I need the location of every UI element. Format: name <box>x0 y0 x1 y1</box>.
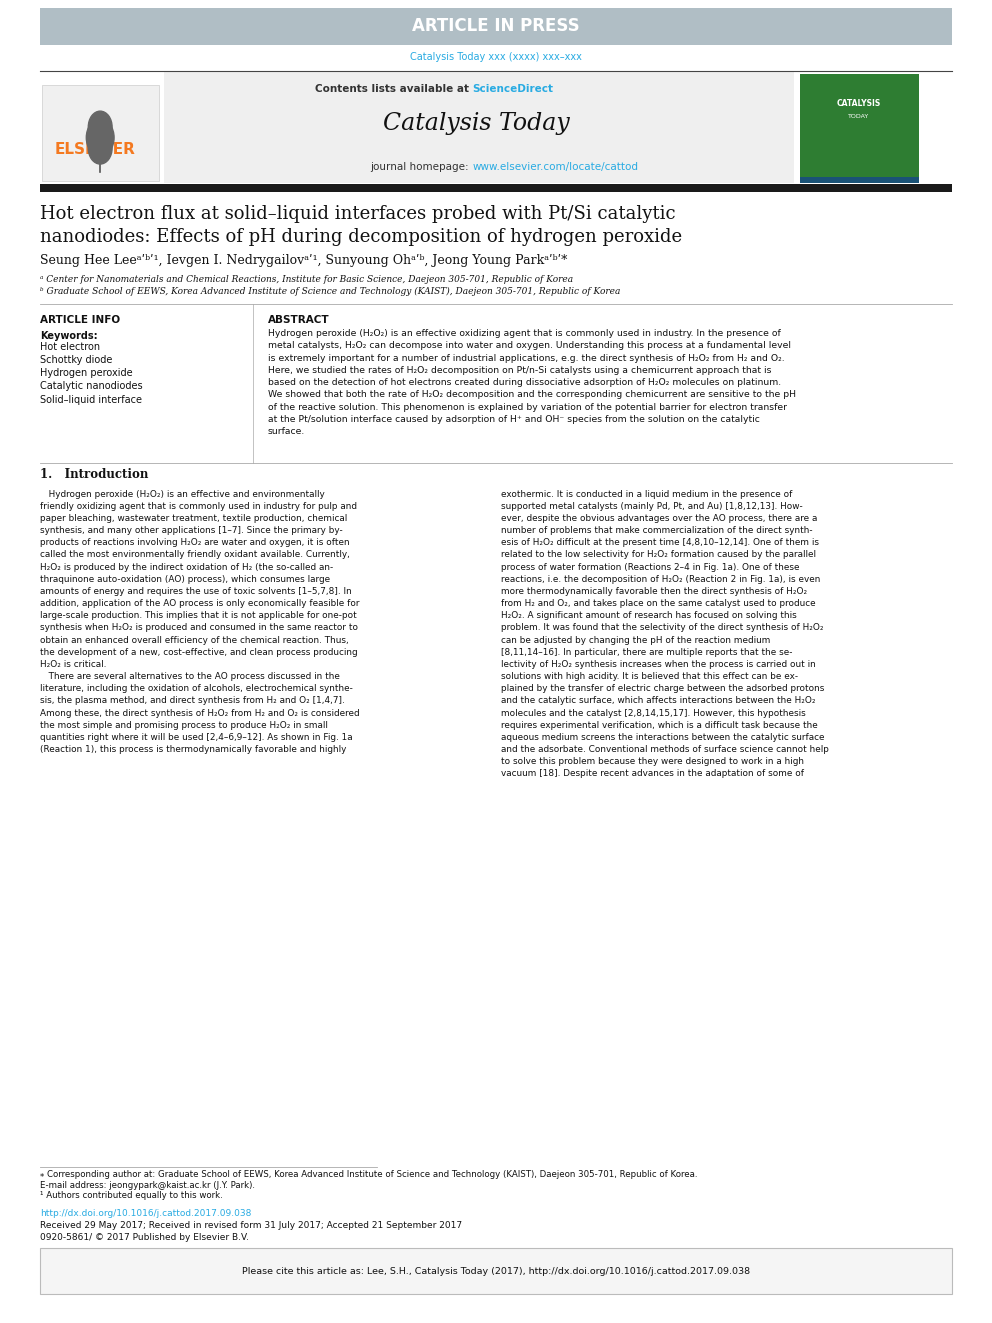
Text: TODAY: TODAY <box>848 114 870 119</box>
Text: can be adjusted by changing the pH of the reaction medium: can be adjusted by changing the pH of th… <box>501 635 771 644</box>
Text: process of water formation (Reactions 2–4 in Fig. 1a). One of these: process of water formation (Reactions 2–… <box>501 562 800 572</box>
Text: Received 29 May 2017; Received in revised form 31 July 2017; Accepted 21 Septemb: Received 29 May 2017; Received in revise… <box>40 1221 462 1229</box>
Text: ARTICLE IN PRESS: ARTICLE IN PRESS <box>413 17 579 36</box>
Text: Keywords:: Keywords: <box>40 331 97 341</box>
Text: ARTICLE INFO: ARTICLE INFO <box>40 315 120 325</box>
Text: and the adsorbate. Conventional methods of surface science cannot help: and the adsorbate. Conventional methods … <box>501 745 829 754</box>
Circle shape <box>88 132 112 164</box>
Text: nanodiodes: Effects of pH during decomposition of hydrogen peroxide: nanodiodes: Effects of pH during decompo… <box>40 228 682 246</box>
Text: reactions, i.e. the decomposition of H₂O₂ (Reaction 2 in Fig. 1a), is even: reactions, i.e. the decomposition of H₂O… <box>501 574 820 583</box>
Text: lectivity of H₂O₂ synthesis increases when the process is carried out in: lectivity of H₂O₂ synthesis increases wh… <box>501 660 815 669</box>
Text: Schottky diode: Schottky diode <box>40 355 112 365</box>
Text: surface.: surface. <box>268 427 306 437</box>
Text: ELSEVIER: ELSEVIER <box>55 142 136 157</box>
Text: requires experimental verification, which is a difficult task because the: requires experimental verification, whic… <box>501 721 817 730</box>
Text: Hot electron flux at solid–liquid interfaces probed with Pt/Si catalytic: Hot electron flux at solid–liquid interf… <box>40 205 676 224</box>
Bar <box>800 74 919 183</box>
Text: H₂O₂. A significant amount of research has focused on solving this: H₂O₂. A significant amount of research h… <box>501 611 797 620</box>
Text: friendly oxidizing agent that is commonly used in industry for pulp and: friendly oxidizing agent that is commonl… <box>40 501 357 511</box>
Text: of the reactive solution. This phenomenon is explained by variation of the poten: of the reactive solution. This phenomeno… <box>268 402 787 411</box>
Text: supported metal catalysts (mainly Pd, Pt, and Au) [1,8,12,13]. How-: supported metal catalysts (mainly Pd, Pt… <box>501 501 803 511</box>
Text: We showed that both the rate of H₂O₂ decomposition and the corresponding chemicu: We showed that both the rate of H₂O₂ dec… <box>268 390 796 400</box>
Text: called the most environmentally friendly oxidant available. Currently,: called the most environmentally friendly… <box>40 550 349 560</box>
Text: There are several alternatives to the AO process discussed in the: There are several alternatives to the AO… <box>40 672 339 681</box>
Bar <box>40 184 952 192</box>
Circle shape <box>86 119 114 156</box>
Text: number of problems that make commercialization of the direct synth-: number of problems that make commerciali… <box>501 527 812 534</box>
Text: Contents lists available at: Contents lists available at <box>314 83 472 94</box>
Text: related to the low selectivity for H₂O₂ formation caused by the parallel: related to the low selectivity for H₂O₂ … <box>501 550 816 560</box>
Bar <box>42 85 159 181</box>
Text: Solid–liquid interface: Solid–liquid interface <box>40 394 142 405</box>
Text: quantities right where it will be used [2,4–6,9–12]. As shown in Fig. 1a: quantities right where it will be used [… <box>40 733 352 742</box>
Text: Among these, the direct synthesis of H₂O₂ from H₂ and O₂ is considered: Among these, the direct synthesis of H₂O… <box>40 709 359 717</box>
Text: synthesis when H₂O₂ is produced and consumed in the same reactor to: synthesis when H₂O₂ is produced and cons… <box>40 623 358 632</box>
Text: Seung Hee Leeᵃʹᵇʹ¹, Ievgen I. Nedrygailovᵃʹ¹, Sunyoung Ohᵃʹᵇ, Jeong Young Parkᵃʹ: Seung Hee Leeᵃʹᵇʹ¹, Ievgen I. Nedrygailo… <box>40 254 567 267</box>
Text: ᵇ Graduate School of EEWS, Korea Advanced Institute of Science and Technology (K: ᵇ Graduate School of EEWS, Korea Advance… <box>40 287 620 295</box>
Text: E-mail address: jeongypark@kaist.ac.kr (J.Y. Park).: E-mail address: jeongypark@kaist.ac.kr (… <box>40 1181 255 1189</box>
Text: Hydrogen peroxide (H₂O₂) is an effective and environmentally: Hydrogen peroxide (H₂O₂) is an effective… <box>40 490 324 499</box>
Text: ⁎ Corresponding author at: Graduate School of EEWS, Korea Advanced Institute of : ⁎ Corresponding author at: Graduate Scho… <box>40 1171 697 1179</box>
Text: obtain an enhanced overall efficiency of the chemical reaction. Thus,: obtain an enhanced overall efficiency of… <box>40 635 348 644</box>
Text: at the Pt/solution interface caused by adsorption of H⁺ and OH⁻ species from the: at the Pt/solution interface caused by a… <box>268 415 760 425</box>
Text: ABSTRACT: ABSTRACT <box>268 315 329 325</box>
Text: literature, including the oxidation of alcohols, electrochemical synthe-: literature, including the oxidation of a… <box>40 684 352 693</box>
Text: and the catalytic surface, which affects interactions between the H₂O₂: and the catalytic surface, which affects… <box>501 696 815 705</box>
Text: addition, application of the AO process is only economically feasible for: addition, application of the AO process … <box>40 599 359 609</box>
Text: 0920-5861/ © 2017 Published by Elsevier B.V.: 0920-5861/ © 2017 Published by Elsevier … <box>40 1233 249 1241</box>
Text: esis of H₂O₂ difficult at the present time [4,8,10–12,14]. One of them is: esis of H₂O₂ difficult at the present ti… <box>501 538 819 548</box>
Text: (Reaction 1), this process is thermodynamically favorable and highly: (Reaction 1), this process is thermodyna… <box>40 745 346 754</box>
Text: amounts of energy and requires the use of toxic solvents [1–5,7,8]. In: amounts of energy and requires the use o… <box>40 587 351 595</box>
Text: Hot electron: Hot electron <box>40 341 100 352</box>
Text: exothermic. It is conducted in a liquid medium in the presence of: exothermic. It is conducted in a liquid … <box>501 490 793 499</box>
Text: vacuum [18]. Despite recent advances in the adaptation of some of: vacuum [18]. Despite recent advances in … <box>501 770 804 778</box>
Text: based on the detection of hot electrons created during dissociative adsorption o: based on the detection of hot electrons … <box>268 378 781 388</box>
Text: ¹ Authors contributed equally to this work.: ¹ Authors contributed equally to this wo… <box>40 1192 222 1200</box>
Text: Catalysis Today xxx (xxxx) xxx–xxx: Catalysis Today xxx (xxxx) xxx–xxx <box>410 52 582 62</box>
Text: sis, the plasma method, and direct synthesis from H₂ and O₂ [1,4,7].: sis, the plasma method, and direct synth… <box>40 696 344 705</box>
Text: from H₂ and O₂, and takes place on the same catalyst used to produce: from H₂ and O₂, and takes place on the s… <box>501 599 815 609</box>
Text: Please cite this article as: Lee, S.H., Catalysis Today (2017), http://dx.doi.or: Please cite this article as: Lee, S.H., … <box>242 1267 750 1275</box>
Text: the most simple and promising process to produce H₂O₂ in small: the most simple and promising process to… <box>40 721 327 730</box>
Bar <box>40 8 952 45</box>
Text: problem. It was found that the selectivity of the direct synthesis of H₂O₂: problem. It was found that the selectivi… <box>501 623 823 632</box>
Text: products of reactions involving H₂O₂ are water and oxygen, it is often: products of reactions involving H₂O₂ are… <box>40 538 349 548</box>
Text: paper bleaching, wastewater treatment, textile production, chemical: paper bleaching, wastewater treatment, t… <box>40 513 347 523</box>
Text: to solve this problem because they were designed to work in a high: to solve this problem because they were … <box>501 757 804 766</box>
Text: metal catalysts, H₂O₂ can decompose into water and oxygen. Understanding this pr: metal catalysts, H₂O₂ can decompose into… <box>268 341 791 351</box>
Text: Catalysis Today: Catalysis Today <box>383 111 569 135</box>
Text: journal homepage:: journal homepage: <box>370 161 472 172</box>
Text: thraquinone auto-oxidation (AO) process), which consumes large: thraquinone auto-oxidation (AO) process)… <box>40 574 329 583</box>
Text: synthesis, and many other applications [1–7]. Since the primary by-: synthesis, and many other applications [… <box>40 527 342 534</box>
Text: [8,11,14–16]. In particular, there are multiple reports that the se-: [8,11,14–16]. In particular, there are m… <box>501 648 793 656</box>
Text: www.elsevier.com/locate/cattod: www.elsevier.com/locate/cattod <box>472 161 638 172</box>
Text: more thermodynamically favorable then the direct synthesis of H₂O₂: more thermodynamically favorable then th… <box>501 587 807 595</box>
Text: Catalytic nanodiodes: Catalytic nanodiodes <box>40 381 142 392</box>
Text: ScienceDirect: ScienceDirect <box>472 83 554 94</box>
Text: http://dx.doi.org/10.1016/j.cattod.2017.09.038: http://dx.doi.org/10.1016/j.cattod.2017.… <box>40 1209 251 1217</box>
Bar <box>800 177 919 183</box>
Text: ever, despite the obvious advantages over the AO process, there are a: ever, despite the obvious advantages ove… <box>501 513 817 523</box>
Circle shape <box>88 111 112 143</box>
Text: CATALYSIS: CATALYSIS <box>837 99 881 107</box>
Bar <box>40 1248 952 1294</box>
Text: Here, we studied the rates of H₂O₂ decomposition on Pt/n-Si catalysts using a ch: Here, we studied the rates of H₂O₂ decom… <box>268 365 772 374</box>
Text: H₂O₂ is produced by the indirect oxidation of H₂ (the so-called an-: H₂O₂ is produced by the indirect oxidati… <box>40 562 333 572</box>
Text: large-scale production. This implies that it is not applicable for one-pot: large-scale production. This implies tha… <box>40 611 356 620</box>
Text: molecules and the catalyst [2,8,14,15,17]. However, this hypothesis: molecules and the catalyst [2,8,14,15,17… <box>501 709 806 717</box>
Text: 1.   Introduction: 1. Introduction <box>40 468 148 482</box>
Text: Hydrogen peroxide (H₂O₂) is an effective oxidizing agent that is commonly used i: Hydrogen peroxide (H₂O₂) is an effective… <box>268 329 781 337</box>
Text: Hydrogen peroxide: Hydrogen peroxide <box>40 368 132 378</box>
Text: aqueous medium screens the interactions between the catalytic surface: aqueous medium screens the interactions … <box>501 733 824 742</box>
Text: ᵃ Center for Nanomaterials and Chemical Reactions, Institute for Basic Science, : ᵃ Center for Nanomaterials and Chemical … <box>40 275 572 283</box>
Text: the development of a new, cost-effective, and clean process producing: the development of a new, cost-effective… <box>40 648 357 656</box>
Text: solutions with high acidity. It is believed that this effect can be ex-: solutions with high acidity. It is belie… <box>501 672 799 681</box>
Text: is extremely important for a number of industrial applications, e.g. the direct : is extremely important for a number of i… <box>268 353 785 363</box>
Text: plained by the transfer of electric charge between the adsorbed protons: plained by the transfer of electric char… <box>501 684 824 693</box>
Bar <box>164 71 794 183</box>
Text: H₂O₂ is critical.: H₂O₂ is critical. <box>40 660 106 669</box>
